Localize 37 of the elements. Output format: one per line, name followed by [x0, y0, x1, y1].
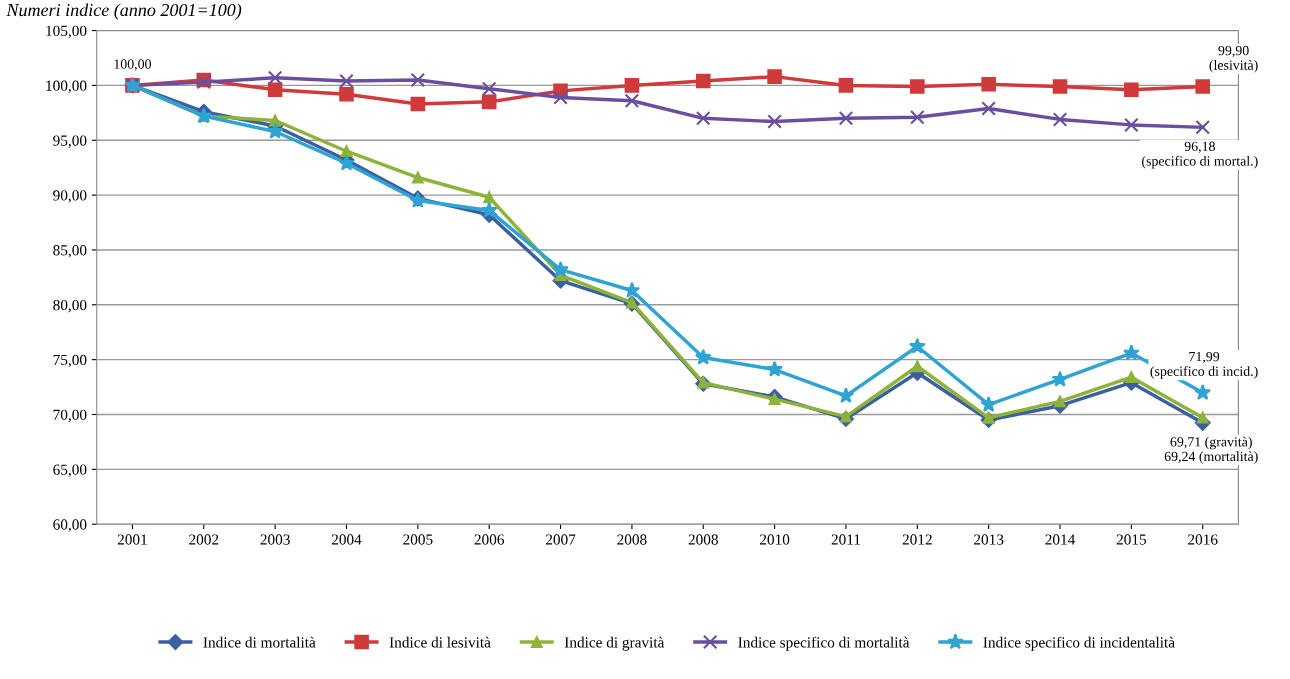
y-tick-label: 85,00: [53, 245, 87, 258]
x-tick-label: 2012: [902, 534, 932, 545]
x-tick-label: 2004: [331, 534, 362, 545]
x-tick-label: 2001: [117, 534, 147, 545]
legend-label: Indice di gravità: [564, 636, 665, 651]
y-tick-label: 80,00: [53, 299, 87, 313]
x-tick-label: 2002: [189, 534, 219, 545]
legend-label: Indice di lesività: [389, 636, 491, 648]
y-tick-label: 70,00: [53, 409, 87, 423]
y-tick-label: 105,00: [46, 25, 87, 39]
x-tick-label: 2006: [474, 534, 505, 545]
y-tick-label: 100,00: [46, 80, 87, 94]
annotation: 69,71 (gravità) 69,24 (mortalità): [1164, 436, 1258, 464]
y-tick-label: 95,00: [53, 135, 87, 148]
x-tick-label: 2003: [260, 534, 290, 545]
x-tick-label: 2014: [1045, 534, 1076, 545]
y-tick-label: 65,00: [53, 464, 87, 477]
x-tick-label: 2008: [617, 534, 647, 545]
y-tick-label: 75,00: [53, 354, 87, 368]
x-tick-label: 2011: [831, 534, 861, 545]
x-tick-label: 2013: [974, 534, 1004, 545]
x-tick-label: 2016: [1188, 534, 1218, 545]
chart-title: Numeri indice (anno 2001=100): [6, 3, 242, 20]
legend-label: Indice specifico di mortalità: [738, 636, 910, 651]
legend-label: Indice specifico di incidentalità: [983, 636, 1175, 651]
x-tick-label: 2005: [403, 534, 433, 545]
y-tick-label: 60,00: [53, 519, 87, 532]
x-tick-label: 2010: [760, 534, 790, 545]
annotation: 96,18 (specifico di mortal.): [1142, 141, 1258, 169]
legend-label: Indice di mortalità: [203, 636, 316, 648]
y-tick-label: 90,00: [53, 190, 87, 203]
x-tick-label: 2015: [1116, 534, 1147, 545]
x-tick-label: 2008: [688, 534, 718, 545]
annotation: 100,00: [114, 59, 151, 71]
annotation: 71,99 (specifico di incid.): [1150, 351, 1258, 379]
annotation: 99,90 (lesività): [1209, 45, 1258, 73]
x-tick-label: 2007: [545, 534, 576, 545]
